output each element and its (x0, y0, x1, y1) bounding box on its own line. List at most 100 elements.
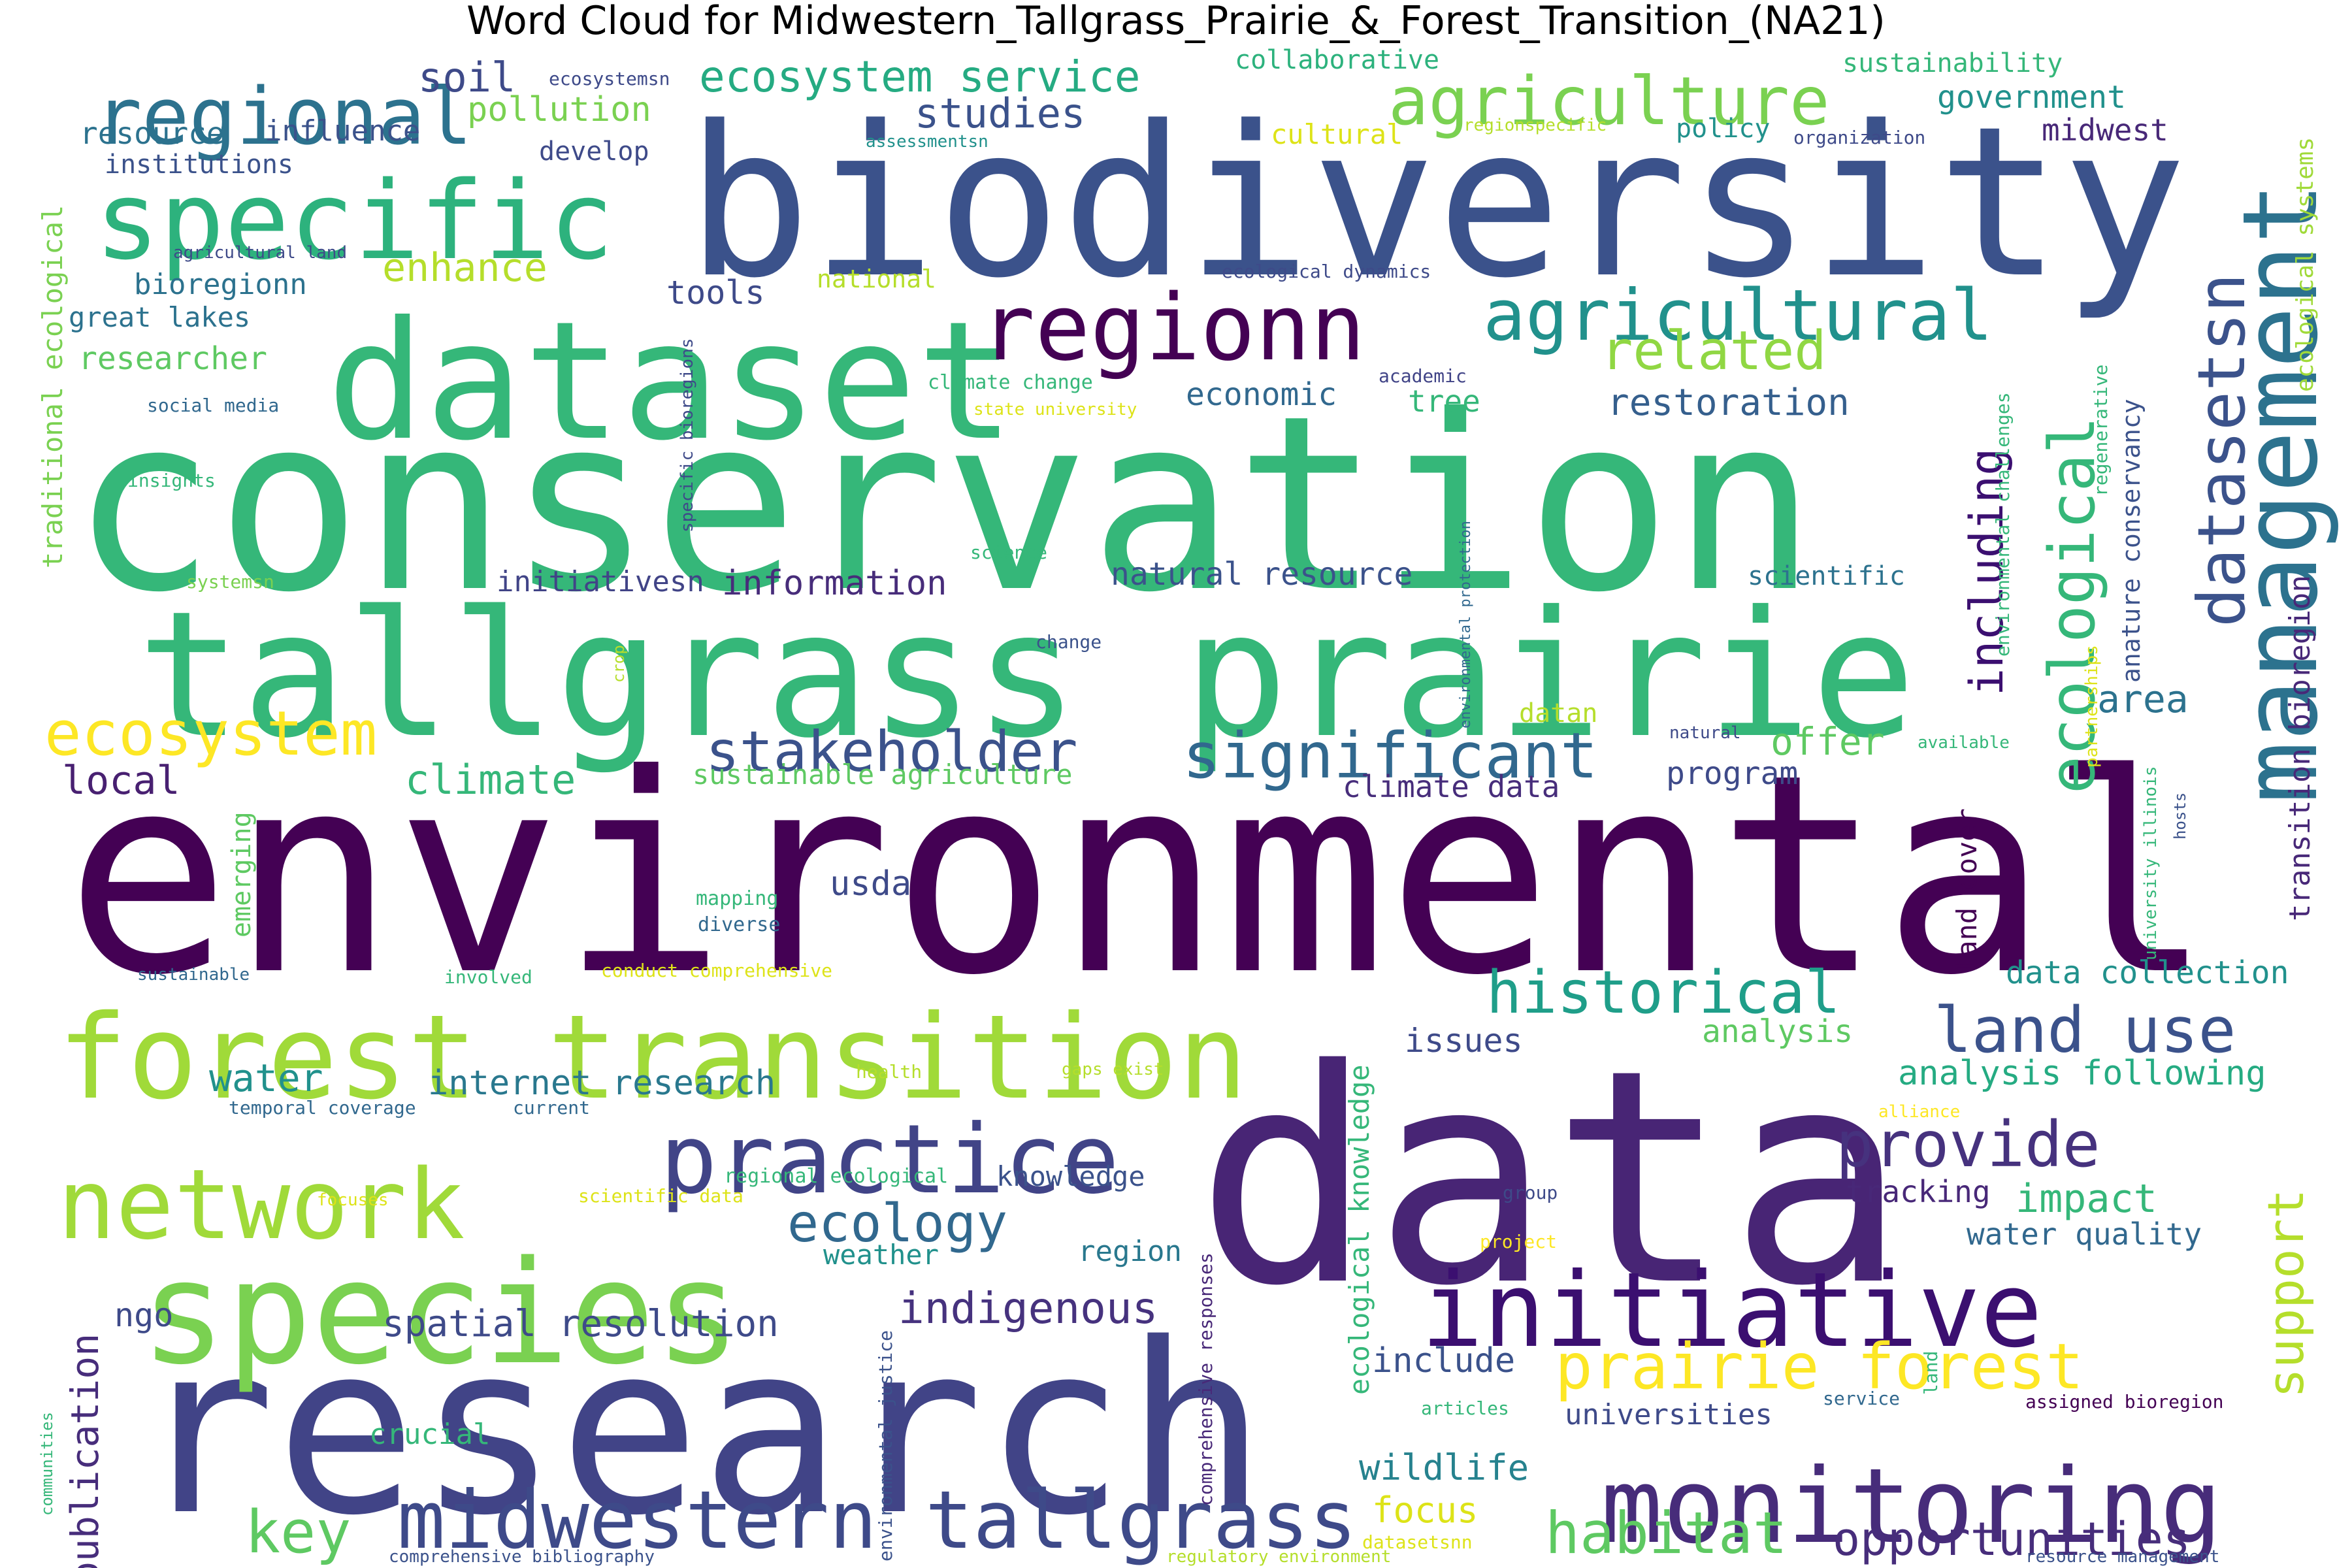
word-usda: usda (830, 864, 911, 904)
word-institutions: institutions (105, 150, 293, 180)
word-mapping: mapping (696, 887, 778, 910)
word-temporal-coverage: temporal coverage (229, 1097, 416, 1119)
word-comprehensive-bibliography: comprehensive bibliography (389, 1547, 655, 1567)
word-anature-conservancy: anature conservancy (2117, 399, 2146, 683)
word-related: related (1601, 320, 1827, 382)
word-partnerships: partnerships (2082, 645, 2102, 768)
word-impact: impact (2016, 1176, 2157, 1222)
word-local: local (62, 758, 180, 804)
word-develop: develop (539, 137, 649, 167)
word-environmental-justice: environmental justice (875, 1330, 896, 1561)
word-data-collection: data collection (2006, 955, 2289, 991)
word-academic: academic (1379, 365, 1467, 387)
word-climate-change: climate change (928, 371, 1093, 394)
word-dataset: dataset (327, 286, 1015, 476)
word-ecological: ecological (2036, 416, 2109, 794)
word-tree: tree (1408, 384, 1480, 419)
word-organization: organization (1793, 127, 1925, 148)
word-national: national (817, 265, 936, 293)
word-initiativesn: initiativesn (497, 565, 704, 598)
word-sustainability: sustainability (1842, 48, 2063, 78)
word-regional-ecological: regional ecological (724, 1165, 948, 1188)
word-knowledge: knowledge (996, 1160, 1145, 1192)
word-resource-management: resource management (2025, 1547, 2219, 1567)
word-environmental-challenges: environmental challenges (1992, 392, 2014, 657)
word-species: species (140, 1231, 741, 1396)
word-agricultural-land: agricultural land (173, 243, 347, 263)
word-soil: soil (418, 54, 515, 101)
word-emerging: emerging (227, 811, 257, 938)
word-analysis-following: analysis following (1898, 1054, 2266, 1093)
word-change: change (1036, 631, 1102, 653)
word-agricultural: agricultural (1483, 275, 1993, 357)
word-practice: practice (660, 1104, 1119, 1215)
word-program: program (1666, 755, 1798, 792)
word-regionn: regionn (980, 275, 1365, 382)
word-datan: datan (1519, 698, 1597, 728)
word-forest-transition: forest transition (57, 990, 1248, 1125)
word-regenerative: regenerative (2090, 365, 2112, 497)
word-alliance: alliance (1878, 1102, 1960, 1122)
word-influence: influence (265, 114, 420, 148)
word-regulatory-environment: regulatory environment (1166, 1547, 1391, 1567)
word-wildlife: wildlife (1359, 1447, 1529, 1488)
word-ecosystem: ecosystem (44, 698, 377, 770)
word-crucial: crucial (369, 1418, 490, 1451)
word-datasetsnn: datasetsnn (1362, 1531, 1473, 1553)
word-stakeholder: stakeholder (706, 719, 1078, 785)
word-tallgrass-prairie: tallgrass prairie (137, 574, 1916, 776)
word-regionspecific: regionspecific (1463, 116, 1607, 135)
word-systemsn: systemsn (186, 571, 274, 593)
word-weather: weather (823, 1239, 939, 1271)
word-enhance: enhance (382, 245, 547, 291)
word-economic: economic (1186, 376, 1337, 413)
word-water: water (209, 1056, 323, 1100)
word-universities: universities (1565, 1398, 1772, 1431)
word-indigenous: indigenous (898, 1283, 1158, 1333)
word-spatial-resolution: spatial resolution (382, 1303, 779, 1345)
word-ecology: ecology (787, 1193, 1007, 1254)
word-scientific: scientific (1748, 561, 1905, 591)
word-social-media: social media (147, 395, 279, 416)
word-network: network (57, 1149, 465, 1261)
word-historical: historical (1486, 958, 1840, 1027)
word-articles: articles (1421, 1397, 1509, 1419)
word-water-quality: water quality (1967, 1217, 2202, 1252)
word-insights: insights (127, 470, 216, 491)
word-climate-data: climate data (1343, 769, 1560, 804)
word-habitat: habitat (1545, 1499, 1788, 1567)
word-health: health (856, 1061, 922, 1083)
word-current: current (513, 1097, 590, 1119)
word-ecosystem-service: ecosystem service (699, 52, 1141, 102)
word-focus: focus (1372, 1490, 1478, 1531)
word-natural: natural (1669, 723, 1741, 743)
word-data: data (1196, 1006, 1907, 1350)
word-assigned-bioregion: assigned bioregion (2025, 1391, 2223, 1413)
word-conduct-comprehensive: conduct comprehensive (601, 960, 832, 981)
word-science: science (970, 542, 1047, 563)
word-bioregionn: bioregionn (134, 268, 307, 301)
word-hosts: hosts (2171, 792, 2189, 840)
word-ecosystemsn: ecosystemsn (549, 68, 670, 90)
word-transition-bioregion: transition bioregion (2283, 575, 2317, 921)
word-policy: policy (1676, 114, 1771, 144)
word-pollution: pollution (467, 90, 651, 129)
word-collaborative: collaborative (1235, 45, 1439, 75)
word-information: information (722, 564, 947, 603)
word-environmental-protection: environmental protection (1458, 521, 1474, 728)
word-specific-bioregions: specific bioregions (678, 338, 697, 532)
word-available: available (1918, 733, 2010, 753)
word-land-use: land use (1934, 994, 2236, 1067)
word-ngo: ngo (114, 1296, 173, 1334)
word-management: management (2221, 182, 2341, 804)
word-university-illinois: university illinois (2141, 766, 2161, 960)
word-government: government (1937, 79, 2126, 116)
word-researcher: researcher (78, 340, 267, 377)
word-significant: significant (1183, 719, 1598, 792)
word-datasetsn: datasetsn (2183, 273, 2260, 627)
word-sustainable-agriculture: sustainable agriculture (693, 759, 1073, 791)
word-research: research (134, 1293, 1267, 1567)
word-state-university: state university (973, 400, 1137, 419)
word-specific: specific (95, 158, 614, 284)
word-service: service (1823, 1388, 1900, 1409)
